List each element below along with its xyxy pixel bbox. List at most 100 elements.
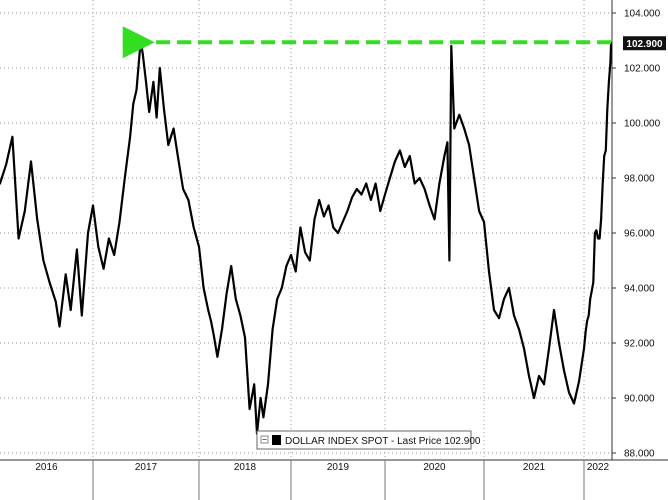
series-point — [608, 81, 610, 83]
series-layer — [0, 39, 613, 435]
series-point — [389, 177, 391, 179]
series-point — [221, 328, 223, 331]
series-point — [488, 270, 490, 273]
series-point — [262, 416, 265, 419]
series-point — [294, 270, 297, 273]
series-point — [230, 265, 232, 267]
x-tick-label: 2021 — [523, 462, 546, 473]
series-point — [594, 232, 596, 234]
series-point — [346, 210, 349, 212]
series-point — [518, 328, 520, 331]
series-point — [609, 61, 612, 64]
series-point — [513, 314, 515, 317]
series-point — [248, 408, 251, 410]
x-tick-label: 2016 — [35, 462, 58, 473]
series-point — [563, 369, 565, 372]
plot-background — [0, 0, 610, 460]
y-tick-label: 92.000 — [624, 339, 655, 350]
series-point — [384, 193, 386, 196]
series-point — [606, 108, 609, 111]
series-point — [450, 45, 453, 47]
series-point — [207, 309, 209, 311]
series-point — [81, 314, 83, 317]
series-point — [5, 163, 7, 166]
label-layer: 88.000 90.000 92.000 94.000 96.000 98.000 100.… — [35, 9, 666, 473]
series-point — [163, 108, 165, 111]
series-point — [155, 116, 158, 119]
series-point — [468, 144, 470, 146]
series-point — [584, 331, 587, 333]
series-point — [202, 287, 205, 289]
series-point — [102, 267, 105, 270]
series-point — [399, 149, 401, 152]
series-point — [198, 246, 200, 248]
series-point — [592, 281, 595, 284]
series-point — [139, 39, 142, 42]
series-point — [413, 182, 416, 185]
series-point — [523, 347, 525, 350]
series-point — [281, 287, 283, 289]
series-point — [48, 281, 51, 284]
series-point — [598, 237, 601, 240]
series-point — [309, 259, 311, 262]
series-point — [17, 237, 20, 240]
series-point — [259, 397, 262, 399]
series-point — [235, 298, 237, 300]
series-point — [142, 53, 144, 56]
series-point — [42, 259, 45, 262]
series-point — [573, 402, 575, 405]
series-point — [332, 226, 335, 229]
series-point — [603, 155, 605, 157]
series-point — [145, 81, 147, 83]
series-point — [508, 287, 510, 289]
series-point — [290, 254, 292, 256]
series-point — [586, 320, 588, 322]
series-point — [463, 127, 466, 130]
series-point — [0, 182, 1, 185]
series-point — [113, 254, 115, 256]
series-point — [337, 232, 339, 234]
series-point — [24, 210, 26, 212]
series-point — [36, 218, 38, 221]
series-point — [304, 251, 306, 254]
series-point — [533, 397, 535, 399]
series-point — [356, 188, 358, 190]
series-point — [418, 177, 421, 179]
series-point — [11, 136, 14, 138]
series-point — [493, 309, 495, 311]
series-point — [69, 309, 72, 311]
series-point — [595, 229, 598, 232]
series-point — [276, 298, 279, 300]
series-point — [267, 383, 269, 386]
series-point — [244, 336, 246, 339]
series-point — [225, 292, 228, 295]
series-point — [428, 204, 431, 207]
series-point — [212, 334, 215, 336]
series-point — [365, 182, 368, 185]
series-point — [148, 111, 150, 113]
series-point — [409, 155, 411, 157]
series-point — [216, 356, 219, 358]
series-point — [601, 182, 604, 185]
last-price-label: 102.900 — [626, 39, 663, 50]
series-point — [285, 265, 288, 267]
series-point — [299, 226, 302, 229]
series-point — [64, 273, 67, 276]
y-tick-label: 100.000 — [624, 119, 661, 130]
series-point — [423, 188, 426, 190]
series-point — [558, 342, 560, 344]
series-point — [118, 221, 121, 223]
series-point — [591, 289, 593, 292]
series-point — [379, 210, 382, 212]
series-point — [404, 166, 406, 168]
series-point — [177, 155, 179, 157]
series-point — [374, 182, 377, 185]
legend-label: DOLLAR INDEX SPOT - Last Price 102.900 — [285, 436, 481, 447]
y-tick-label: 96.000 — [624, 229, 655, 240]
series-point — [370, 199, 372, 201]
series-point — [433, 218, 436, 221]
series-point — [132, 102, 135, 105]
series-point — [187, 199, 190, 201]
series-point — [55, 301, 57, 303]
